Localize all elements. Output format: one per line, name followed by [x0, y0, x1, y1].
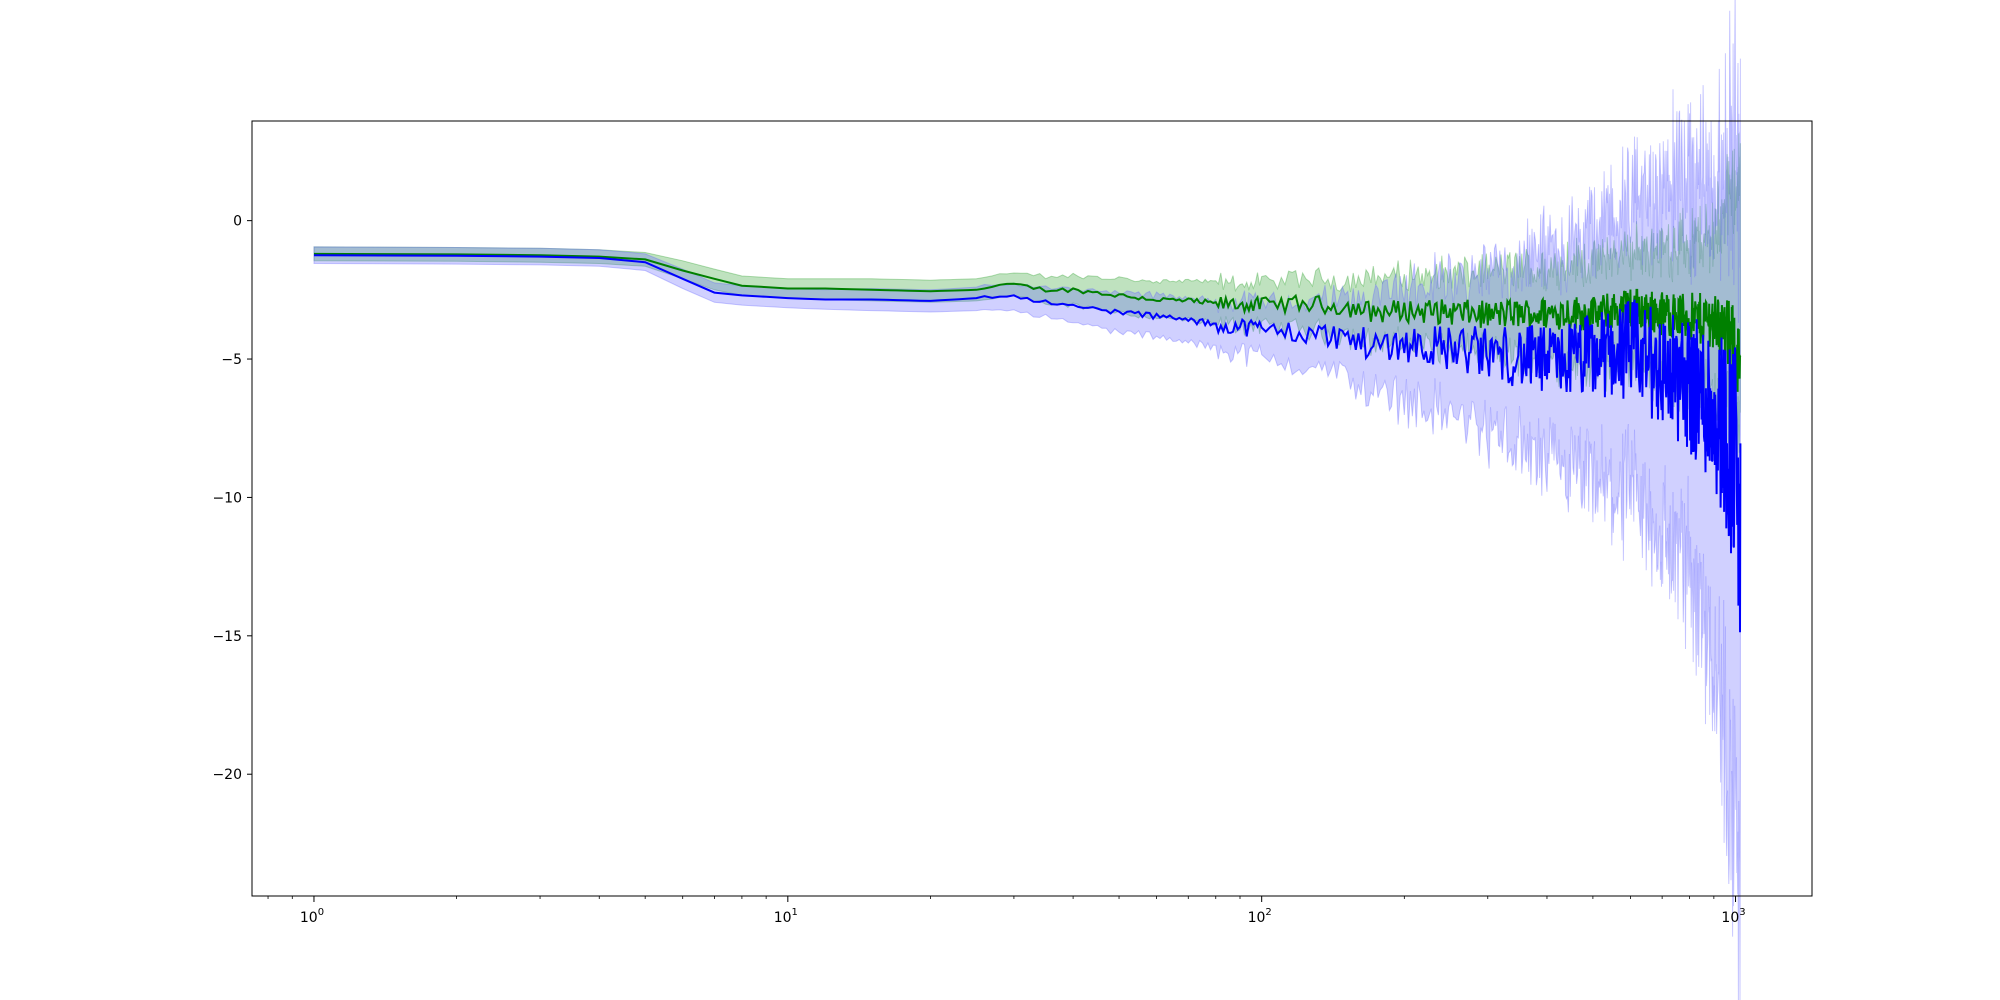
y-axis: 0 −5 −10 −15 −20	[212, 214, 252, 783]
y-tick-label: 0	[233, 214, 242, 230]
series-2-line	[313, 254, 1742, 633]
axes-frame	[251, 120, 1813, 897]
x-tick-label: 100	[300, 907, 324, 926]
x-tick-label: 103	[1721, 907, 1745, 926]
y-tick-label: −20	[212, 767, 242, 783]
x-axis: 100 101 102 103	[267, 896, 1746, 926]
x-tick-label: 102	[1248, 907, 1272, 926]
y-tick-label: −15	[212, 629, 242, 645]
series-1-line	[313, 252, 1742, 392]
y-tick-label: −10	[212, 490, 242, 506]
series-lines	[313, 252, 1742, 633]
series-2-band	[313, 0, 1741, 1000]
x-tick-label: 101	[774, 907, 798, 926]
plot-area	[313, 0, 1742, 1000]
y-tick-label: −5	[221, 352, 242, 368]
